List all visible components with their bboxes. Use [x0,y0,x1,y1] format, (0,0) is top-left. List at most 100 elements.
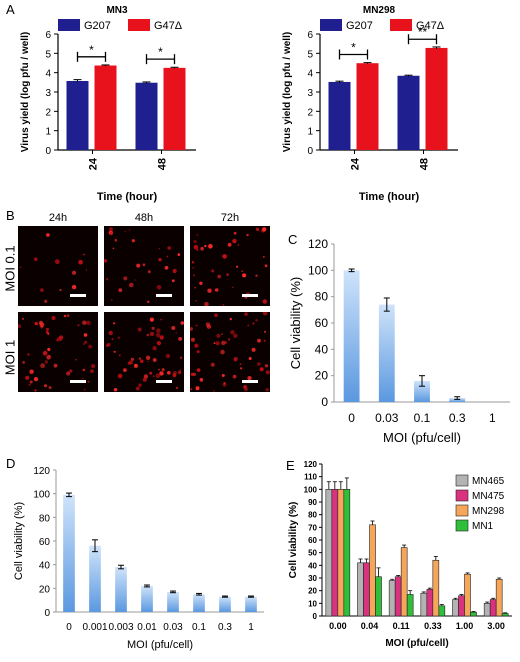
fluorescent-cell [158,248,160,250]
x-tick-label: 0.04 [361,621,379,631]
fluorescent-cell [257,338,261,343]
fluorescence-field [18,314,96,392]
fluorescent-cell [29,369,34,374]
bar [167,591,179,612]
fluorescent-cell [259,367,264,372]
fluorescent-cell [205,322,211,327]
fluorescent-cell [77,324,80,327]
fluorescent-cell [147,270,151,274]
fluorescent-cell [130,357,135,361]
fluorescent-cell [165,353,170,359]
fluorescent-cell [88,344,93,349]
fluorescent-cell [262,227,267,232]
bar [425,47,448,150]
scale-bar [242,380,258,383]
bar [66,80,89,150]
fluorescent-cell [190,327,193,331]
fluorescent-cell [91,364,96,369]
chart-a1: MN3 G207 G47Δ 0 1 2 3 4 5 6 Virus yield (log pfu /… [20,5,196,203]
x-tick-label: 0.1 [192,622,206,633]
panel-label-b: B [6,208,15,223]
fluorescent-cell [138,357,141,360]
fluorescent-cell [66,371,71,376]
fluorescent-cell [199,281,203,285]
y-tick-label: 2 [45,107,51,118]
fluorescent-cell [136,263,141,268]
fluorescent-cell [233,231,237,235]
fluorescent-cell [194,287,196,289]
fluorescent-cell [112,247,115,250]
microscopy-col-label: 72h [220,212,240,224]
bar [414,380,430,402]
x-tick-label: 0.01 [137,622,157,633]
bar [331,489,339,617]
fluorescent-cell [56,337,62,342]
fluorescent-cell [232,374,237,379]
fluorescent-cell [262,255,265,258]
fluorescent-cell [153,375,155,377]
fluorescent-cell [135,386,140,391]
scale-bar [156,380,172,383]
fluorescent-cell [240,367,243,370]
scale-bar [70,380,86,383]
fluorescent-cell [111,338,114,341]
fluorescent-cell [246,233,249,237]
scale-bar [70,294,86,297]
fluorescent-cell [164,265,169,270]
y-tick-label: 50 [308,549,317,558]
y-tick-label: 6 [307,30,313,41]
fluorescence-field [190,312,270,392]
fluorescent-cell [156,328,161,333]
fluorescent-cell [211,269,215,273]
y-axis-label: Virus yield (log pfu / well) [20,32,31,152]
bar [357,562,364,617]
x-tick-label: 0.33 [424,621,442,631]
legend-label: MN465 [472,476,505,487]
bar [337,489,345,617]
fluorescent-cell [46,355,51,360]
fluorescent-cell [39,322,45,328]
fluorescent-cell [48,386,52,390]
fluorescent-cell [222,383,227,387]
fluorescent-cell [167,371,171,375]
x-tick-label: 0.3 [449,411,466,425]
y-tick-label: 3 [45,88,51,99]
fluorescent-cell [193,240,197,244]
fluorescent-cell [124,230,127,233]
fluorescent-cell [134,279,136,281]
bar [115,567,127,612]
x-axis-label: MOI (pfu/cell) [127,639,193,651]
fluorescent-cell [229,317,232,321]
fluorescent-cell [228,338,231,341]
y-tick-label: 2 [307,107,313,118]
microscopy-image [190,226,270,306]
y-tick-label: 120 [308,237,328,251]
fluorescent-cell [133,363,138,368]
fluorescent-cell [217,274,222,279]
fluorescent-cell [156,341,161,346]
fluorescent-cell [75,359,77,361]
fluorescent-cell [86,320,91,326]
y-tick-label: 40 [39,561,51,572]
fluorescent-cell [227,242,232,247]
legend-swatch [455,489,469,502]
fluorescent-cell [106,278,109,281]
fluorescent-cell [114,238,118,242]
bar [406,594,414,617]
bar [135,82,158,150]
microscopy-image [18,226,98,306]
y-tick-label: 60 [315,316,329,330]
fluorescent-cell [83,253,85,256]
fluorescent-cell [82,320,87,325]
fluorescent-cell [113,350,116,353]
fluorescent-cell [208,244,213,249]
fluorescent-cell [244,387,248,392]
fluorescent-cell [71,284,77,290]
y-tick-label: 0 [307,146,313,157]
bar [163,67,186,150]
y-tick-label: 5 [307,49,313,60]
bar [363,562,370,617]
chart-a2: MN298 G207 G47Δ 0 1 2 3 4 5 6 Virus yield (log pfu… [282,5,458,203]
fluorescent-cell [190,337,195,342]
fluorescent-cell [265,388,269,392]
